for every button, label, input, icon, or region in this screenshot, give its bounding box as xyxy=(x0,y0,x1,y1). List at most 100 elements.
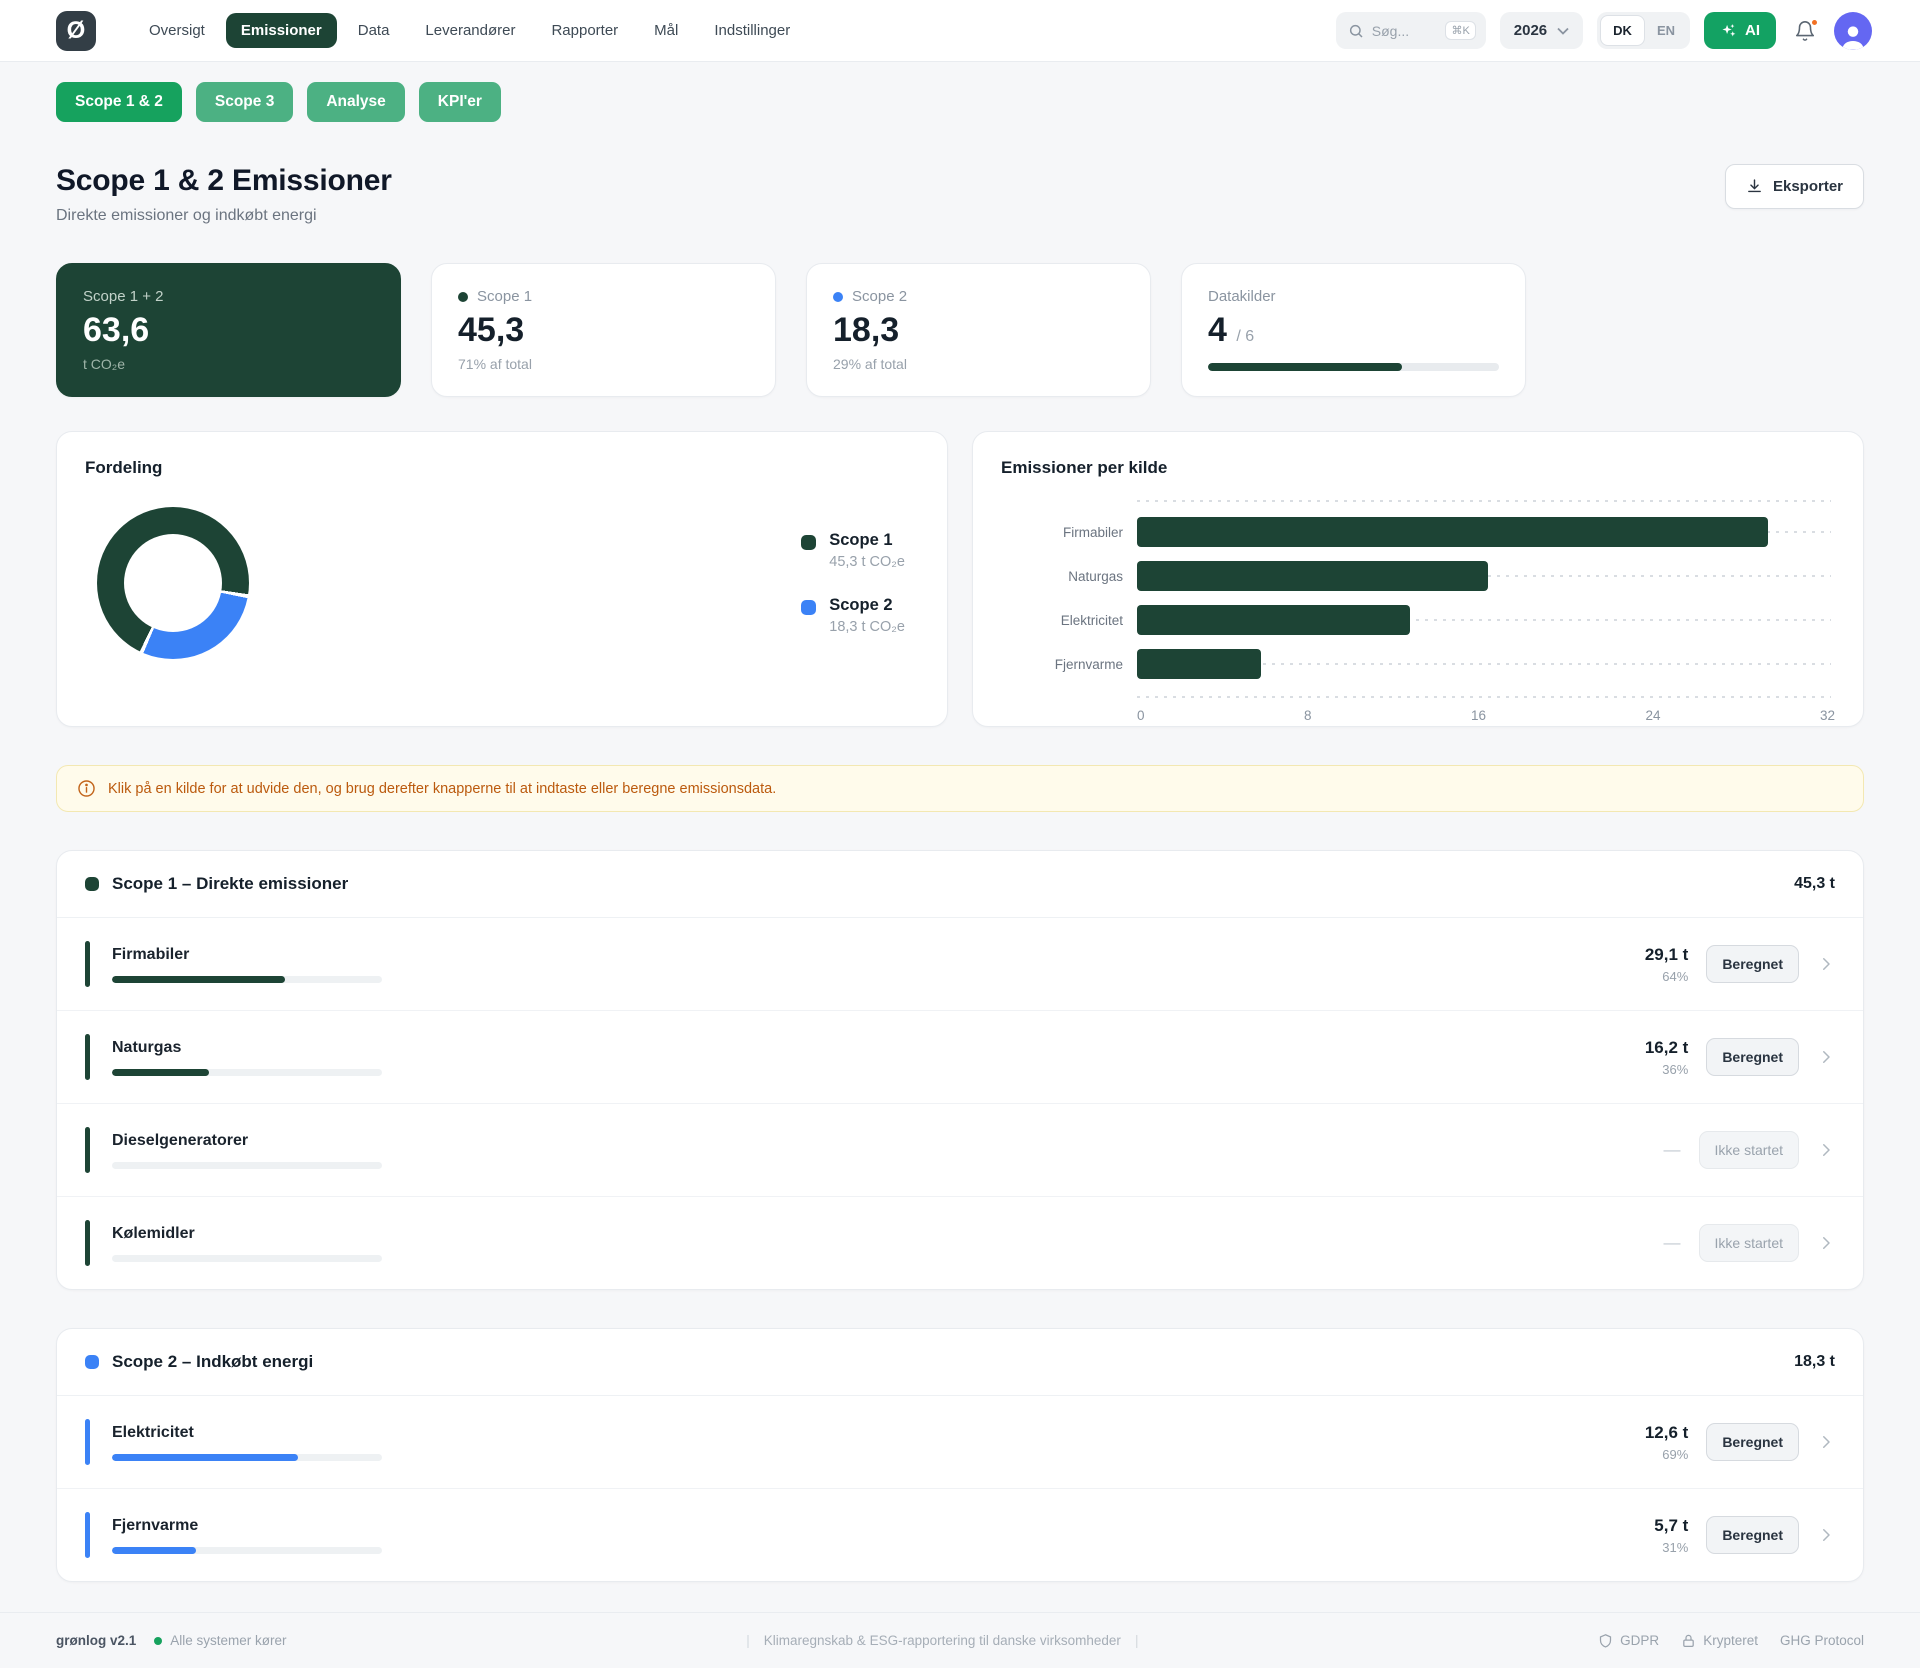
bar-elektricitet[interactable] xyxy=(1137,605,1411,635)
app-version: grønlog v2.1 xyxy=(56,1633,137,1648)
source-value: 5,7 t xyxy=(1654,1515,1689,1535)
stat-datasources-total: / 6 xyxy=(1236,328,1255,345)
status-button[interactable]: Ikke startet xyxy=(1698,1131,1799,1169)
chevron-right-icon[interactable] xyxy=(1817,1048,1835,1066)
separator: | xyxy=(746,1633,750,1648)
language-toggle: DK EN xyxy=(1597,12,1690,49)
scope1-section-dot xyxy=(85,877,99,891)
bar-naturgas[interactable] xyxy=(1137,561,1489,591)
stat-card-scope2[interactable]: Scope 2 18,3 29% af total xyxy=(806,263,1151,397)
nav-item-data[interactable]: Data xyxy=(343,13,405,48)
search-kbd-shortcut: ⌘K xyxy=(1445,21,1476,40)
stat-card-total[interactable]: Scope 1 + 2 63,6 t CO₂e xyxy=(56,263,401,397)
tab-kpier[interactable]: KPI'er xyxy=(418,82,501,122)
bar-label: Elektricitet xyxy=(1060,612,1123,628)
source-progress-track xyxy=(112,975,382,983)
export-button[interactable]: Eksporter xyxy=(1724,164,1864,209)
notifications-button[interactable] xyxy=(1790,16,1820,46)
status-button[interactable]: Beregnet xyxy=(1706,1038,1799,1076)
bar-chart-title: Emissioner per kilde xyxy=(1001,458,1168,477)
nav-item-mal[interactable]: Mål xyxy=(639,13,693,48)
nav-item-indstillinger[interactable]: Indstillinger xyxy=(699,13,805,48)
stat-card-datasources[interactable]: Datakilder 4 / 6 xyxy=(1181,263,1526,397)
chevron-right-icon[interactable] xyxy=(1817,1433,1835,1451)
shield-icon xyxy=(1600,1633,1612,1648)
status-button[interactable]: Ikke startet xyxy=(1698,1224,1799,1262)
source-row-elektricitet[interactable]: Elektricitet 12,6 t 69% Beregnet xyxy=(57,1396,1863,1489)
tab-analyse[interactable]: Analyse xyxy=(307,82,405,122)
source-accent xyxy=(85,1419,90,1465)
source-row-naturgas[interactable]: Naturgas 16,2 t 36% Beregnet xyxy=(57,1011,1863,1104)
source-name: Dieselgeneratorer xyxy=(112,1131,249,1149)
bar-row: Naturgas xyxy=(1001,554,1835,598)
page-title: Scope 1 & 2 Emissioner xyxy=(56,164,392,197)
source-row-firmabiler[interactable]: Firmabiler 29,1 t 64% Beregnet xyxy=(57,918,1863,1011)
user-avatar[interactable] xyxy=(1834,11,1872,50)
info-banner: Klik på en kilde for at udvide den, og b… xyxy=(56,765,1864,812)
page-subtitle: Direkte emissioner og indkøbt energi xyxy=(56,207,317,224)
status-button[interactable]: Beregnet xyxy=(1706,1423,1799,1461)
app-logo[interactable]: Ø xyxy=(56,10,96,51)
lang-dk-button[interactable]: DK xyxy=(1600,15,1645,46)
x-tick: 8 xyxy=(1303,708,1312,723)
source-progress-fill xyxy=(112,1068,210,1076)
donut-chart[interactable] xyxy=(97,507,249,659)
lang-en-button[interactable]: EN xyxy=(1645,16,1687,45)
donut-hole xyxy=(124,534,222,632)
status-button[interactable]: Beregnet xyxy=(1706,945,1799,983)
bar-label: Naturgas xyxy=(1068,568,1123,584)
ai-assistant-button[interactable]: AI xyxy=(1704,12,1776,49)
source-row-fjernvarme[interactable]: Fjernvarme 5,7 t 31% Beregnet xyxy=(57,1489,1863,1581)
tab-scope-1-2[interactable]: Scope 1 & 2 xyxy=(56,82,182,122)
source-accent xyxy=(85,1220,90,1266)
donut-legend: Scope 1 45,3 t CO₂e Scope 2 18,3 t CO₂e xyxy=(801,531,905,635)
stat-card-scope1[interactable]: Scope 1 45,3 71% af total xyxy=(431,263,776,397)
chevron-right-icon[interactable] xyxy=(1817,955,1835,973)
search-icon xyxy=(1349,24,1363,38)
search-input[interactable]: Søg... ⌘K xyxy=(1335,12,1486,49)
chevron-right-icon[interactable] xyxy=(1817,1526,1835,1544)
x-tick: 24 xyxy=(1645,708,1661,723)
nav-item-rapporter[interactable]: Rapporter xyxy=(536,13,633,48)
separator: | xyxy=(1134,1633,1139,1648)
nav-item-leverandorer[interactable]: Leverandører xyxy=(410,13,530,48)
source-accent xyxy=(85,1127,90,1173)
year-selector[interactable]: 2026 xyxy=(1499,12,1584,49)
status-dot xyxy=(154,1636,163,1645)
legend-scope2-name: Scope 2 xyxy=(829,596,893,614)
encrypted-badge: Krypteret xyxy=(1681,1633,1758,1649)
scope2-section-total: 18,3 t xyxy=(1794,1353,1835,1370)
legend-scope1-value: 45,3 t CO₂e xyxy=(829,554,905,570)
chevron-right-icon[interactable] xyxy=(1817,1234,1835,1252)
bar-firmabiler[interactable] xyxy=(1137,517,1769,547)
ghg-protocol-badge: GHG Protocol xyxy=(1780,1633,1864,1648)
footer: grønlog v2.1 Alle systemer kører | Klima… xyxy=(0,1612,1920,1668)
scope1-section-title: Scope 1 – Direkte emissioner xyxy=(112,874,349,893)
encrypted-label: Krypteret xyxy=(1703,1633,1758,1648)
source-name: Firmabiler xyxy=(112,945,190,963)
bar-row: Firmabiler xyxy=(1001,510,1835,554)
info-icon xyxy=(78,780,95,797)
lock-icon xyxy=(1683,1634,1694,1647)
nav-item-emissioner[interactable]: Emissioner xyxy=(225,13,337,48)
legend-item-scope1: Scope 1 45,3 t CO₂e xyxy=(801,531,905,570)
source-progress-track xyxy=(112,1161,382,1169)
bar-chart: Firmabiler Naturgas Elektricitet Fjernva… xyxy=(1001,500,1835,723)
tab-scope-3[interactable]: Scope 3 xyxy=(195,82,294,122)
chevron-right-icon[interactable] xyxy=(1817,1141,1835,1159)
source-name: Fjernvarme xyxy=(112,1516,199,1534)
source-row-kolemidler[interactable]: Kølemidler — Ikke startet xyxy=(57,1197,1863,1289)
nav-item-oversigt[interactable]: Oversigt xyxy=(134,13,220,48)
status-button[interactable]: Beregnet xyxy=(1706,1516,1799,1554)
source-row-dieselgeneratorer[interactable]: Dieselgeneratorer — Ikke startet xyxy=(57,1104,1863,1197)
legend-item-scope2: Scope 2 18,3 t CO₂e xyxy=(801,596,905,635)
source-accent xyxy=(85,1034,90,1080)
source-value: — xyxy=(1663,1140,1681,1159)
gridline xyxy=(1137,663,1831,665)
bar-fjernvarme[interactable] xyxy=(1137,649,1261,679)
year-value: 2026 xyxy=(1513,22,1548,39)
x-tick: 32 xyxy=(1819,708,1835,723)
source-percent: 31% xyxy=(1662,1539,1689,1555)
stat-scope2-sub: 29% af total xyxy=(833,356,907,372)
stat-scope2-label: Scope 2 xyxy=(852,288,908,305)
